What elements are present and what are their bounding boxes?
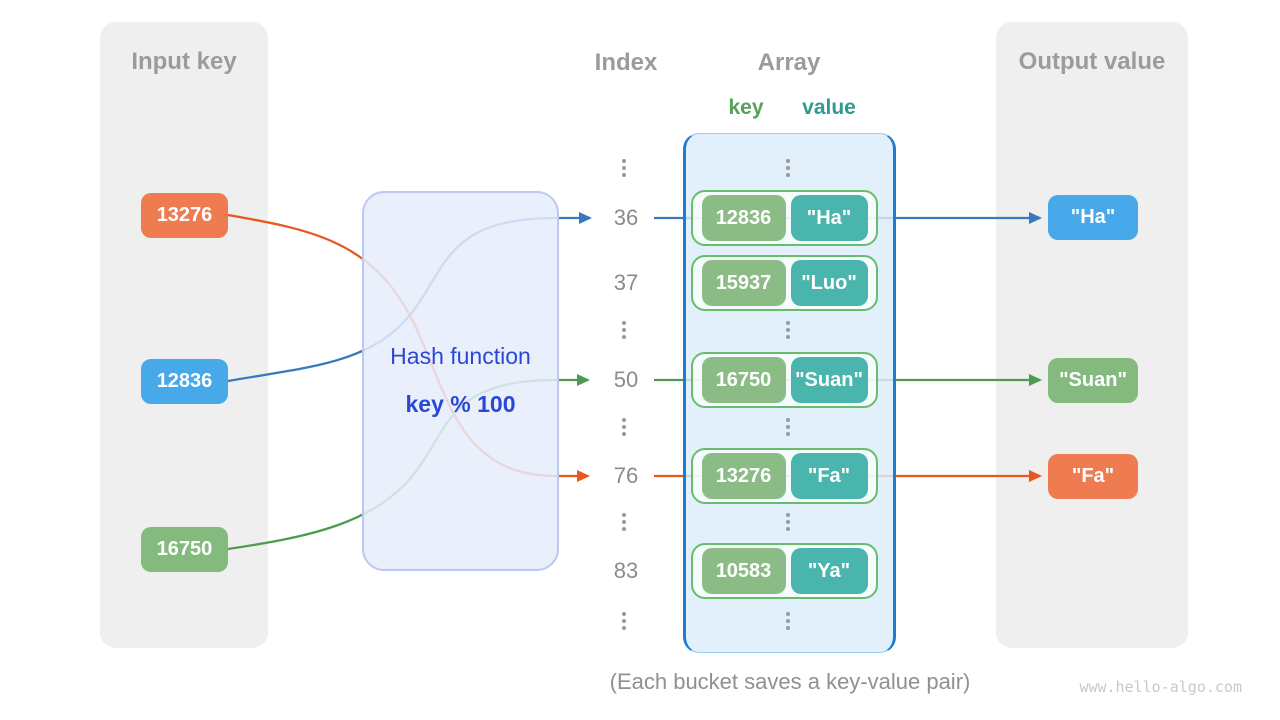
- bucket-row: 13276 "Fa": [691, 448, 878, 504]
- index-50: 50: [613, 367, 639, 392]
- array-ellipsis-icon: [786, 612, 790, 630]
- array-ellipsis-icon: [786, 321, 790, 339]
- hash-function-box: [362, 191, 559, 571]
- array-ellipsis-icon: [786, 159, 790, 177]
- bucket-value: "Ha": [790, 195, 868, 241]
- array-ellipsis-icon: [786, 513, 790, 531]
- input-key-16750: 16750: [141, 527, 228, 572]
- index-76: 76: [613, 463, 639, 488]
- bucket-key: 16750: [701, 357, 786, 403]
- watermark: www.hello-algo.com: [1079, 678, 1242, 696]
- input-key-12836: 12836: [141, 359, 228, 404]
- bucket-key: 12836: [701, 195, 786, 241]
- output-value-Suan: "Suan": [1048, 358, 1138, 403]
- output-panel-title: Output value: [1018, 48, 1166, 75]
- bucket-key: 13276: [701, 453, 786, 499]
- bucket-value: "Luo": [790, 260, 868, 306]
- index-column-header: Index: [594, 49, 658, 76]
- value-sub-header: value: [802, 96, 856, 119]
- array-column-header: Array: [757, 49, 821, 76]
- input-panel-title: Input key: [131, 48, 237, 75]
- index-ellipsis-icon: [622, 321, 626, 339]
- bucket-value: "Suan": [790, 357, 868, 403]
- diagram-caption: (Each bucket saves a key-value pair): [609, 669, 971, 694]
- output-value-panel: [996, 22, 1188, 648]
- index-83: 83: [613, 558, 639, 583]
- bucket-key: 15937: [701, 260, 786, 306]
- output-value-Fa: "Fa": [1048, 454, 1138, 499]
- hash-function-label: Hash function: [390, 343, 531, 369]
- index-ellipsis-icon: [622, 159, 626, 177]
- bucket-row: 16750 "Suan": [691, 352, 878, 408]
- index-ellipsis-icon: [622, 612, 626, 630]
- bucket-value: "Ya": [790, 548, 868, 594]
- bucket-row: 12836 "Ha": [691, 190, 878, 246]
- index-36: 36: [613, 205, 639, 230]
- bucket-value: "Fa": [790, 453, 868, 499]
- index-37: 37: [613, 270, 639, 295]
- key-sub-header: key: [728, 96, 764, 119]
- input-key-13276: 13276: [141, 193, 228, 238]
- bucket-key: 10583: [701, 548, 786, 594]
- bucket-row: 15937 "Luo": [691, 255, 878, 311]
- index-ellipsis-icon: [622, 418, 626, 436]
- index-ellipsis-icon: [622, 513, 626, 531]
- hash-formula: key % 100: [405, 391, 516, 417]
- output-value-Ha: "Ha": [1048, 195, 1138, 240]
- bucket-row: 10583 "Ya": [691, 543, 878, 599]
- array-ellipsis-icon: [786, 418, 790, 436]
